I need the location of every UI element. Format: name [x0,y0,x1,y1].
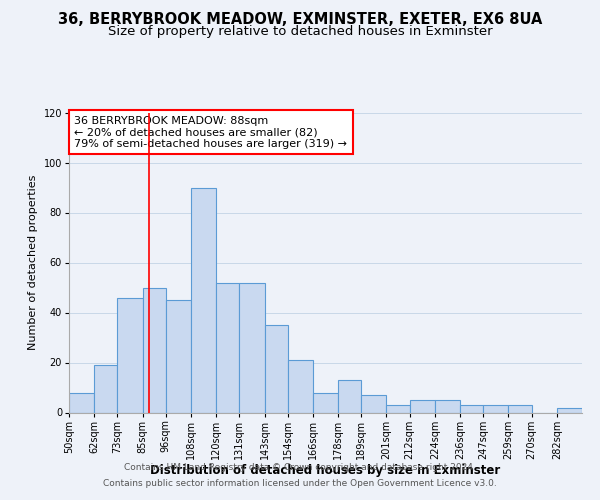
Bar [483,405,508,412]
Bar [410,400,435,412]
Bar [435,400,460,412]
Text: Size of property relative to detached houses in Exminster: Size of property relative to detached ho… [107,25,493,38]
Bar [69,392,94,412]
Text: Contains HM Land Registry data © Crown copyright and database right 2024.: Contains HM Land Registry data © Crown c… [124,464,476,472]
Bar [313,392,338,412]
Bar [386,405,410,412]
Bar [361,395,386,412]
Bar [143,288,166,412]
Bar [338,380,361,412]
Bar [460,405,483,412]
X-axis label: Distribution of detached houses by size in Exminster: Distribution of detached houses by size … [151,464,500,477]
Bar [191,188,216,412]
Bar [239,282,265,412]
Text: Contains public sector information licensed under the Open Government Licence v3: Contains public sector information licen… [103,478,497,488]
Bar [166,300,191,412]
Bar [94,365,118,412]
Text: 36 BERRYBROOK MEADOW: 88sqm
← 20% of detached houses are smaller (82)
79% of sem: 36 BERRYBROOK MEADOW: 88sqm ← 20% of det… [74,116,347,148]
Bar [508,405,532,412]
Bar [216,282,239,412]
Text: 36, BERRYBROOK MEADOW, EXMINSTER, EXETER, EX6 8UA: 36, BERRYBROOK MEADOW, EXMINSTER, EXETER… [58,12,542,28]
Y-axis label: Number of detached properties: Number of detached properties [28,175,38,350]
Bar [287,360,313,412]
Bar [557,408,582,412]
Bar [118,298,143,412]
Bar [265,325,287,412]
